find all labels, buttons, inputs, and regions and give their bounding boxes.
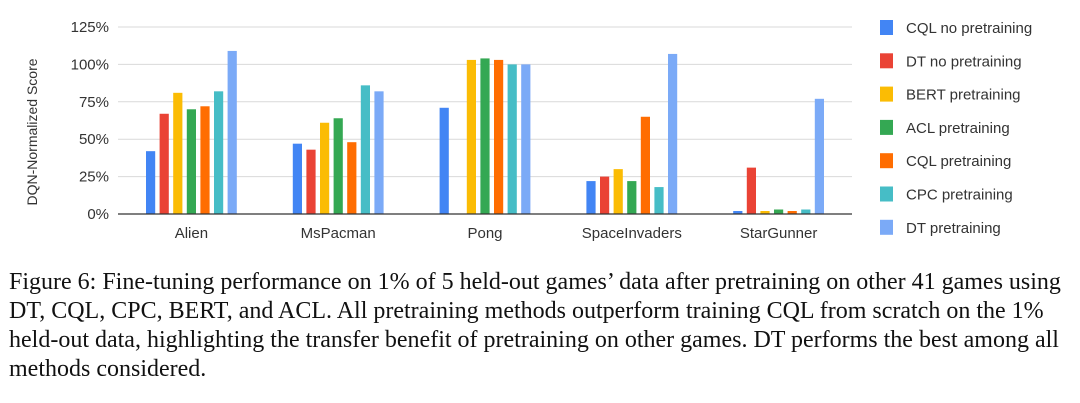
legend-label: BERT pretraining [906, 87, 1021, 104]
bar-mspacman-acl-pretraining [333, 118, 343, 214]
bars [146, 50, 824, 215]
bar-spaceinvaders-cql-pretraining [640, 116, 650, 214]
bar-mspacman-dt-no-pretraining [306, 149, 316, 214]
bar-stargunner-dt-no-pretraining [746, 167, 756, 214]
bar-chart: 0% 25% 50% 75% 100% 125% DQN-Normalized Score… [24, 19, 1032, 242]
bar-alien-cql-pretraining [200, 106, 210, 214]
legend-swatch [880, 186, 893, 202]
legend-swatch [880, 20, 893, 35]
y-tick-label: 75% [79, 94, 109, 111]
bar-stargunner-cpc-pretraining [801, 209, 811, 214]
bar-spaceinvaders-cpc-pretraining [654, 187, 664, 214]
x-category-label: SpaceInvaders [582, 225, 682, 242]
y-tick-label: 125% [71, 19, 109, 36]
bar-mspacman-cql-pretraining [347, 142, 357, 214]
bar-alien-acl-pretraining [186, 109, 196, 214]
legend-swatch [880, 53, 893, 69]
bar-pong-cql-pretraining [494, 59, 504, 214]
legend-swatch [880, 153, 893, 169]
bar-pong-cql-no-pretraining [439, 107, 449, 214]
legend-label: CQL no pretraining [906, 20, 1032, 37]
bar-spaceinvaders-cql-no-pretraining [586, 181, 596, 214]
bar-stargunner-dt-pretraining [814, 98, 824, 214]
bar-stargunner-cql-pretraining [787, 211, 797, 214]
bar-spaceinvaders-dt-pretraining [668, 53, 678, 214]
y-tick-label: 100% [71, 56, 109, 73]
bar-pong-acl-pretraining [480, 58, 490, 214]
bar-mspacman-dt-pretraining [374, 91, 384, 214]
legend-label: CQL pretraining [906, 153, 1011, 170]
bar-pong-cpc-pretraining [507, 64, 517, 215]
bar-spaceinvaders-dt-no-pretraining [600, 176, 610, 214]
y-tick-label: 50% [79, 131, 109, 148]
bar-alien-cpc-pretraining [214, 91, 224, 214]
legend-label: DT no pretraining [906, 53, 1022, 70]
y-tick-label: 25% [79, 169, 109, 186]
bar-spaceinvaders-bert-pretraining [613, 169, 623, 214]
y-axis-ticks: 0% 25% 50% 75% 100% 125% [71, 19, 109, 223]
x-category-label: StarGunner [740, 225, 818, 242]
bar-mspacman-bert-pretraining [320, 122, 330, 214]
bar-mspacman-cpc-pretraining [360, 85, 370, 215]
legend-swatch [880, 86, 893, 102]
legend-label: DT pretraining [906, 220, 1001, 237]
bar-alien-dt-no-pretraining [159, 113, 169, 214]
legend-swatch [880, 119, 893, 135]
bar-alien-bert-pretraining [173, 92, 183, 214]
x-axis-categories: Alien MsPacman Pong SpaceInvaders StarGunner [175, 225, 818, 242]
x-category-label: MsPacman [301, 225, 376, 242]
bar-mspacman-cql-no-pretraining [292, 143, 302, 214]
legend-label: CPC pretraining [906, 187, 1013, 204]
legend-swatch [880, 219, 893, 235]
y-tick-label: 0% [87, 206, 109, 223]
bar-pong-dt-pretraining [521, 64, 531, 215]
legend: CQL no pretraining DT no pretraining BERT … [880, 20, 1032, 237]
x-category-label: Alien [175, 225, 208, 242]
bar-spaceinvaders-acl-pretraining [627, 181, 637, 214]
bar-pong-bert-pretraining [466, 59, 476, 214]
x-category-label: Pong [467, 225, 502, 242]
bar-alien-dt-pretraining [227, 50, 237, 214]
bar-stargunner-acl-pretraining [774, 209, 784, 214]
bar-alien-cql-no-pretraining [146, 151, 156, 214]
figure-caption: Figure 6: Fine-tuning performance on 1% … [9, 269, 1061, 382]
bar-stargunner-bert-pretraining [760, 211, 770, 214]
bar-stargunner-cql-no-pretraining [733, 211, 743, 214]
y-axis-title: DQN-Normalized Score [24, 58, 40, 205]
legend-label: ACL pretraining [906, 120, 1010, 137]
